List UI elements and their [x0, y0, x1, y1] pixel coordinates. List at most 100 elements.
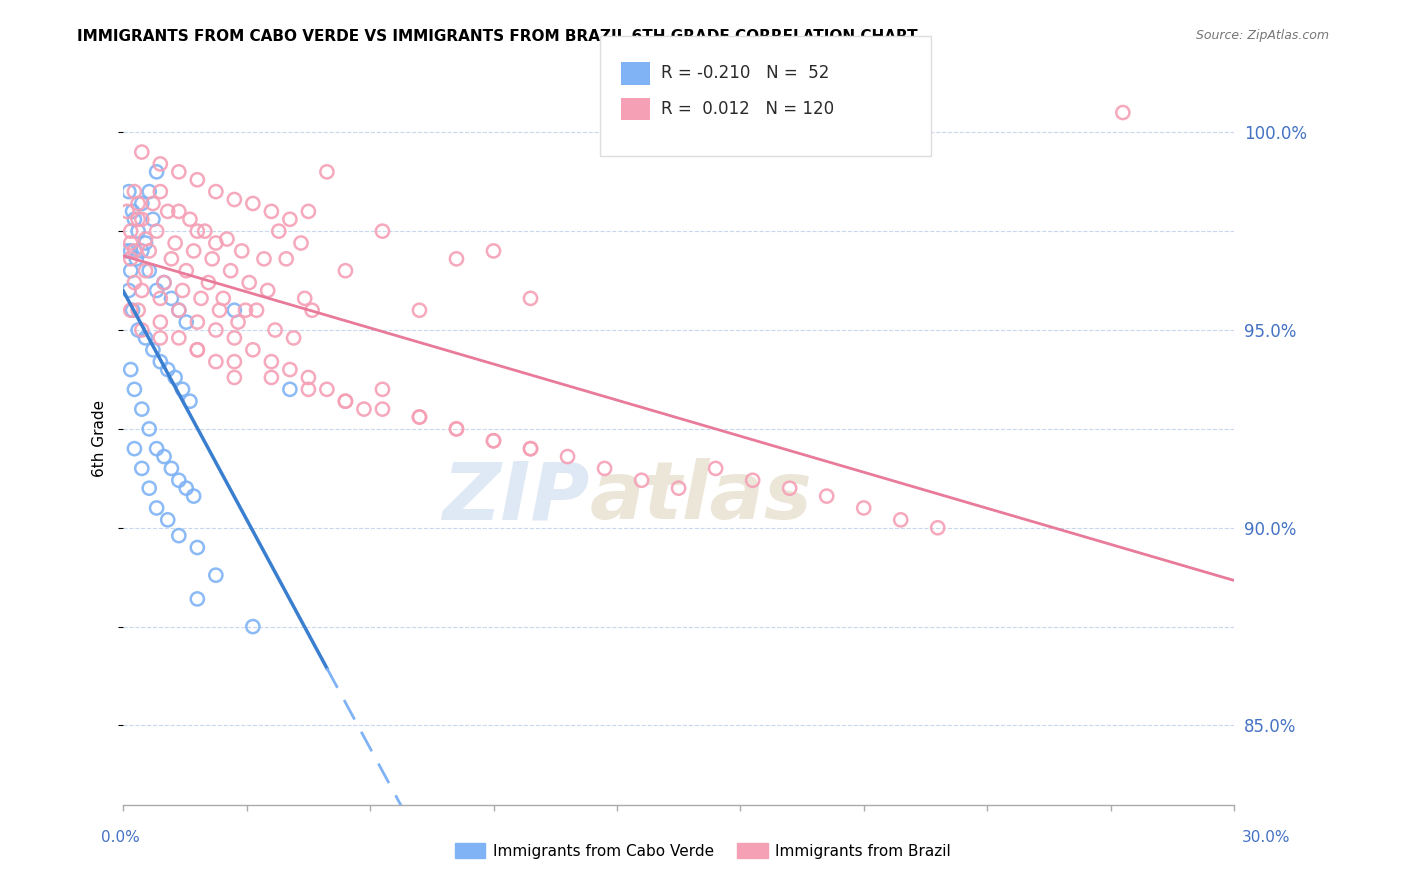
Point — [127, 212, 149, 227]
Point — [741, 473, 763, 487]
Point — [134, 235, 156, 250]
Point — [127, 196, 149, 211]
Point — [205, 354, 228, 368]
Point — [124, 244, 146, 258]
Point — [174, 263, 197, 277]
Point — [118, 284, 141, 298]
Point — [238, 276, 260, 290]
Point — [186, 591, 208, 606]
Point — [224, 370, 246, 384]
Point — [124, 276, 146, 290]
Point — [242, 196, 264, 211]
Point — [264, 323, 287, 337]
Point — [371, 402, 394, 417]
Point — [138, 263, 160, 277]
Point — [278, 382, 301, 396]
Point — [519, 442, 541, 456]
Point — [127, 323, 149, 337]
Point — [224, 331, 246, 345]
Point — [167, 204, 190, 219]
Point — [127, 224, 149, 238]
Point — [115, 204, 138, 219]
Point — [704, 461, 727, 475]
Point — [242, 619, 264, 633]
Point — [186, 343, 208, 357]
Point — [149, 354, 172, 368]
Point — [557, 450, 579, 464]
Point — [256, 284, 278, 298]
Point — [165, 370, 187, 384]
Point — [153, 276, 176, 290]
Point — [297, 204, 319, 219]
Point — [124, 185, 146, 199]
Point — [165, 235, 187, 250]
Point — [120, 244, 142, 258]
Point — [120, 263, 142, 277]
Point — [179, 212, 201, 227]
Point — [142, 196, 165, 211]
Point — [186, 224, 208, 238]
Point — [179, 394, 201, 409]
Text: R =  0.012   N = 120: R = 0.012 N = 120 — [661, 100, 834, 118]
Point — [167, 331, 190, 345]
Point — [353, 402, 375, 417]
Point — [186, 315, 208, 329]
Point — [167, 303, 190, 318]
Point — [668, 481, 690, 495]
Point — [301, 303, 323, 318]
Point — [131, 284, 153, 298]
Point — [245, 303, 267, 318]
Point — [156, 204, 179, 219]
Point — [260, 370, 283, 384]
Point — [1112, 105, 1135, 120]
Point — [131, 461, 153, 475]
Point — [120, 303, 142, 318]
Text: Source: ZipAtlas.com: Source: ZipAtlas.com — [1195, 29, 1329, 43]
Point — [278, 362, 301, 376]
Point — [186, 541, 208, 555]
Point — [197, 276, 219, 290]
Legend: Immigrants from Cabo Verde, Immigrants from Brazil: Immigrants from Cabo Verde, Immigrants f… — [449, 837, 957, 864]
Point — [149, 292, 172, 306]
Point — [335, 394, 357, 409]
Point — [124, 212, 146, 227]
Point — [593, 461, 616, 475]
Point — [316, 165, 339, 179]
Point — [186, 173, 208, 187]
Point — [156, 513, 179, 527]
Point — [482, 244, 505, 258]
Point — [120, 224, 142, 238]
Point — [172, 382, 194, 396]
Point — [335, 263, 357, 277]
Point — [231, 244, 253, 258]
Point — [779, 481, 801, 495]
Point — [226, 315, 249, 329]
Point — [134, 232, 156, 246]
Point — [205, 323, 228, 337]
Point — [224, 354, 246, 368]
Point — [235, 303, 257, 318]
Point — [283, 331, 305, 345]
Point — [118, 185, 141, 199]
Point — [142, 212, 165, 227]
Point — [160, 252, 183, 266]
Point — [153, 450, 176, 464]
Point — [446, 422, 468, 436]
Point — [174, 315, 197, 329]
Point — [482, 434, 505, 448]
Point — [149, 157, 172, 171]
Point — [145, 165, 167, 179]
Point — [131, 196, 153, 211]
Point — [219, 263, 242, 277]
Point — [153, 276, 176, 290]
Point — [201, 252, 224, 266]
Point — [194, 224, 217, 238]
Point — [205, 185, 228, 199]
Point — [267, 224, 290, 238]
Point — [131, 402, 153, 417]
Point — [297, 382, 319, 396]
Point — [142, 343, 165, 357]
Point — [294, 292, 316, 306]
Point — [172, 284, 194, 298]
Point — [290, 235, 312, 250]
